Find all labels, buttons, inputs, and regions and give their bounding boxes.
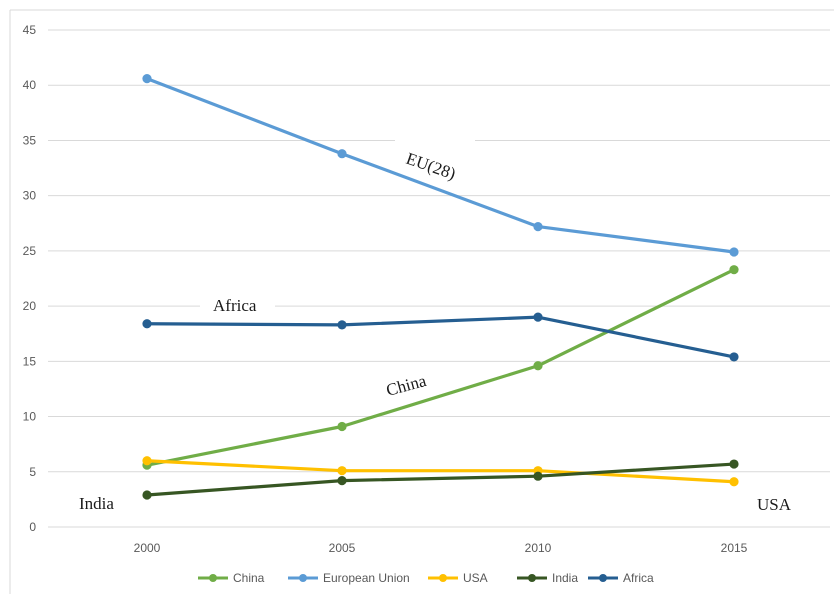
y-tick-label: 20	[23, 299, 37, 313]
data-point	[337, 421, 347, 432]
data-point	[729, 352, 739, 362]
x-tick-label: 2015	[721, 541, 748, 555]
data-point	[533, 221, 543, 232]
data-point	[142, 319, 152, 329]
legend-marker	[439, 574, 447, 582]
legend-marker	[599, 574, 607, 582]
legend-marker	[209, 574, 217, 582]
data-point	[142, 73, 152, 84]
series-usa	[142, 456, 739, 487]
annotation-label: Africa	[213, 296, 257, 315]
data-point	[533, 471, 543, 481]
series-line	[146, 315, 735, 359]
annotation-backdrop	[200, 296, 275, 316]
legend-label: Africa	[623, 571, 654, 585]
data-point	[142, 456, 152, 466]
data-point	[533, 361, 543, 371]
annotation-label: India	[79, 494, 114, 513]
y-tick-label: 10	[23, 410, 37, 424]
annotation-backdrop	[380, 372, 450, 404]
y-tick-label: 15	[23, 354, 37, 368]
data-point	[729, 247, 739, 257]
y-tick-label: 5	[29, 465, 36, 479]
legend-label: India	[552, 571, 578, 585]
series-india	[142, 459, 739, 500]
x-tick-label: 2010	[525, 541, 552, 555]
legend-item: Africa	[588, 571, 654, 585]
legend-marker	[528, 574, 536, 582]
data-point	[337, 320, 347, 330]
y-tick-label: 40	[23, 78, 37, 92]
legend-item: China	[198, 571, 265, 585]
legend-marker	[299, 574, 307, 582]
y-tick-label: 25	[23, 244, 37, 258]
legend-item: European Union	[288, 571, 410, 585]
data-point	[337, 466, 347, 476]
x-tick-label: 2000	[134, 541, 161, 555]
series-china	[142, 265, 739, 470]
axes: 0 5 10 15 20 25 30 35 40 45 2000 2005 2010 2015	[23, 23, 748, 555]
legend-label: USA	[463, 571, 488, 585]
data-point	[142, 490, 152, 500]
series-africa	[142, 312, 739, 362]
legend-label: European Union	[323, 571, 410, 585]
legend-label: China	[233, 571, 265, 585]
data-point	[337, 149, 347, 159]
series-line	[146, 459, 735, 484]
series-line	[146, 77, 735, 254]
legend-item: USA	[428, 571, 488, 585]
data-point	[337, 476, 347, 486]
series-european-union	[142, 73, 739, 257]
y-tick-label: 35	[23, 133, 37, 147]
y-tick-label: 45	[23, 23, 37, 37]
data-point	[533, 312, 543, 322]
x-tick-label: 2005	[329, 541, 356, 555]
legend-item: India	[517, 571, 578, 585]
series-line	[146, 268, 735, 467]
y-tick-label: 0	[29, 520, 36, 534]
data-point	[729, 459, 739, 469]
annotation-label: USA	[757, 495, 792, 514]
series-line	[146, 462, 735, 497]
series-lines	[142, 73, 739, 500]
y-tick-label: 30	[23, 189, 37, 203]
legend: China European Union USA India Africa	[198, 571, 654, 585]
data-point	[729, 477, 739, 487]
data-point	[729, 265, 739, 275]
gridlines	[9, 9, 834, 594]
annotation-backdrop	[395, 138, 475, 174]
